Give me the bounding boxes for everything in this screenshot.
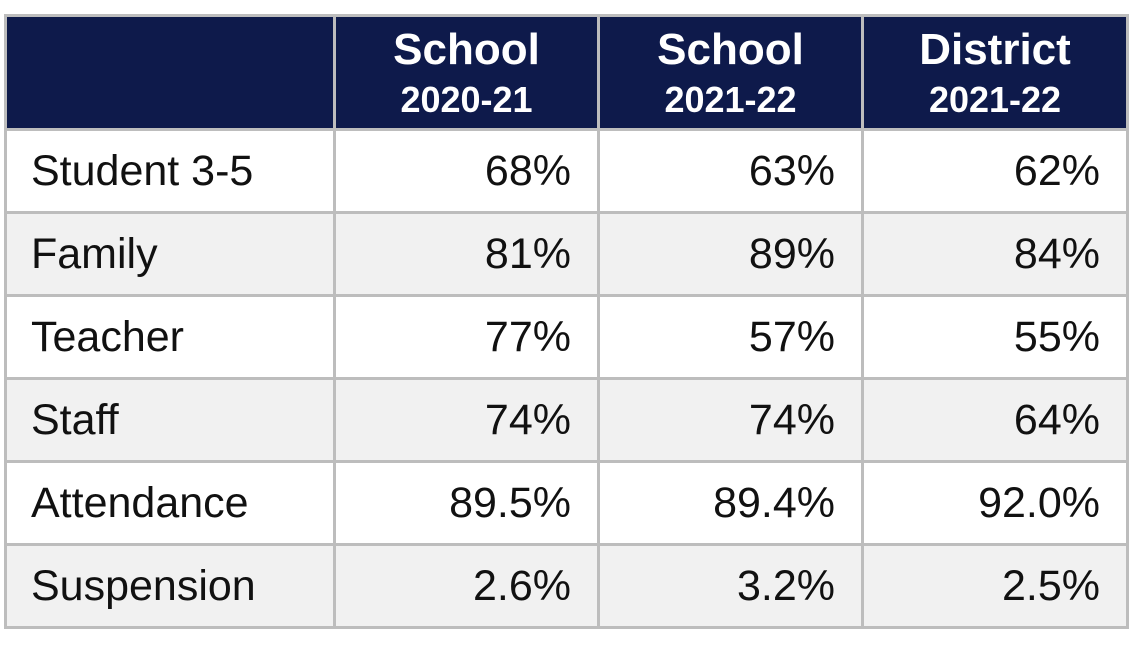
cell-value: 2.6% — [333, 543, 600, 629]
cell-value: 89.5% — [333, 460, 600, 546]
cell-value: 74% — [597, 377, 864, 463]
cell-value: 64% — [861, 377, 1129, 463]
row-label: Student 3-5 — [4, 128, 336, 214]
cell-value: 77% — [333, 294, 600, 380]
column-title: District — [919, 24, 1071, 74]
cell-value: 84% — [861, 211, 1129, 297]
data-table: School 2020-21 School 2021-22 District 2021-2… — [4, 14, 1129, 629]
cell-value: 57% — [597, 294, 864, 380]
column-period: 2021-22 — [928, 78, 1062, 120]
table-body: Student 3-5 68% 63% 62% Family 81% 89% 84% Teach… — [4, 128, 1129, 629]
table-row: Teacher 77% 57% 55% — [4, 294, 1129, 380]
cell-value: 3.2% — [597, 543, 864, 629]
table-row: Attendance 89.5% 89.4% 92.0% — [4, 460, 1129, 546]
cell-value: 81% — [333, 211, 600, 297]
cell-value: 62% — [861, 128, 1129, 214]
cell-value: 89% — [597, 211, 864, 297]
cell-value: 89.4% — [597, 460, 864, 546]
table-row: Staff 74% 74% 64% — [4, 377, 1129, 463]
cell-value: 74% — [333, 377, 600, 463]
cell-value: 92.0% — [861, 460, 1129, 546]
column-period: 2020-21 — [400, 78, 533, 120]
column-title: School — [393, 24, 540, 74]
cell-value: 2.5% — [861, 543, 1129, 629]
cell-value: 63% — [597, 128, 864, 214]
row-label: Teacher — [4, 294, 336, 380]
table-row: Suspension 2.6% 3.2% 2.5% — [4, 543, 1129, 629]
column-header: School 2020-21 — [333, 14, 600, 131]
column-title: School — [657, 24, 804, 74]
header-row: School 2020-21 School 2021-22 District 2021-2… — [4, 14, 1129, 131]
cell-value: 68% — [333, 128, 600, 214]
column-header: School 2021-22 — [597, 14, 864, 131]
column-header: District 2021-22 — [861, 14, 1129, 131]
column-period: 2021-22 — [664, 78, 797, 120]
corner-cell — [4, 14, 336, 131]
table-row: Student 3-5 68% 63% 62% — [4, 128, 1129, 214]
row-label: Attendance — [4, 460, 336, 546]
row-label: Suspension — [4, 543, 336, 629]
row-label: Staff — [4, 377, 336, 463]
row-label: Family — [4, 211, 336, 297]
table-row: Family 81% 89% 84% — [4, 211, 1129, 297]
cell-value: 55% — [861, 294, 1129, 380]
